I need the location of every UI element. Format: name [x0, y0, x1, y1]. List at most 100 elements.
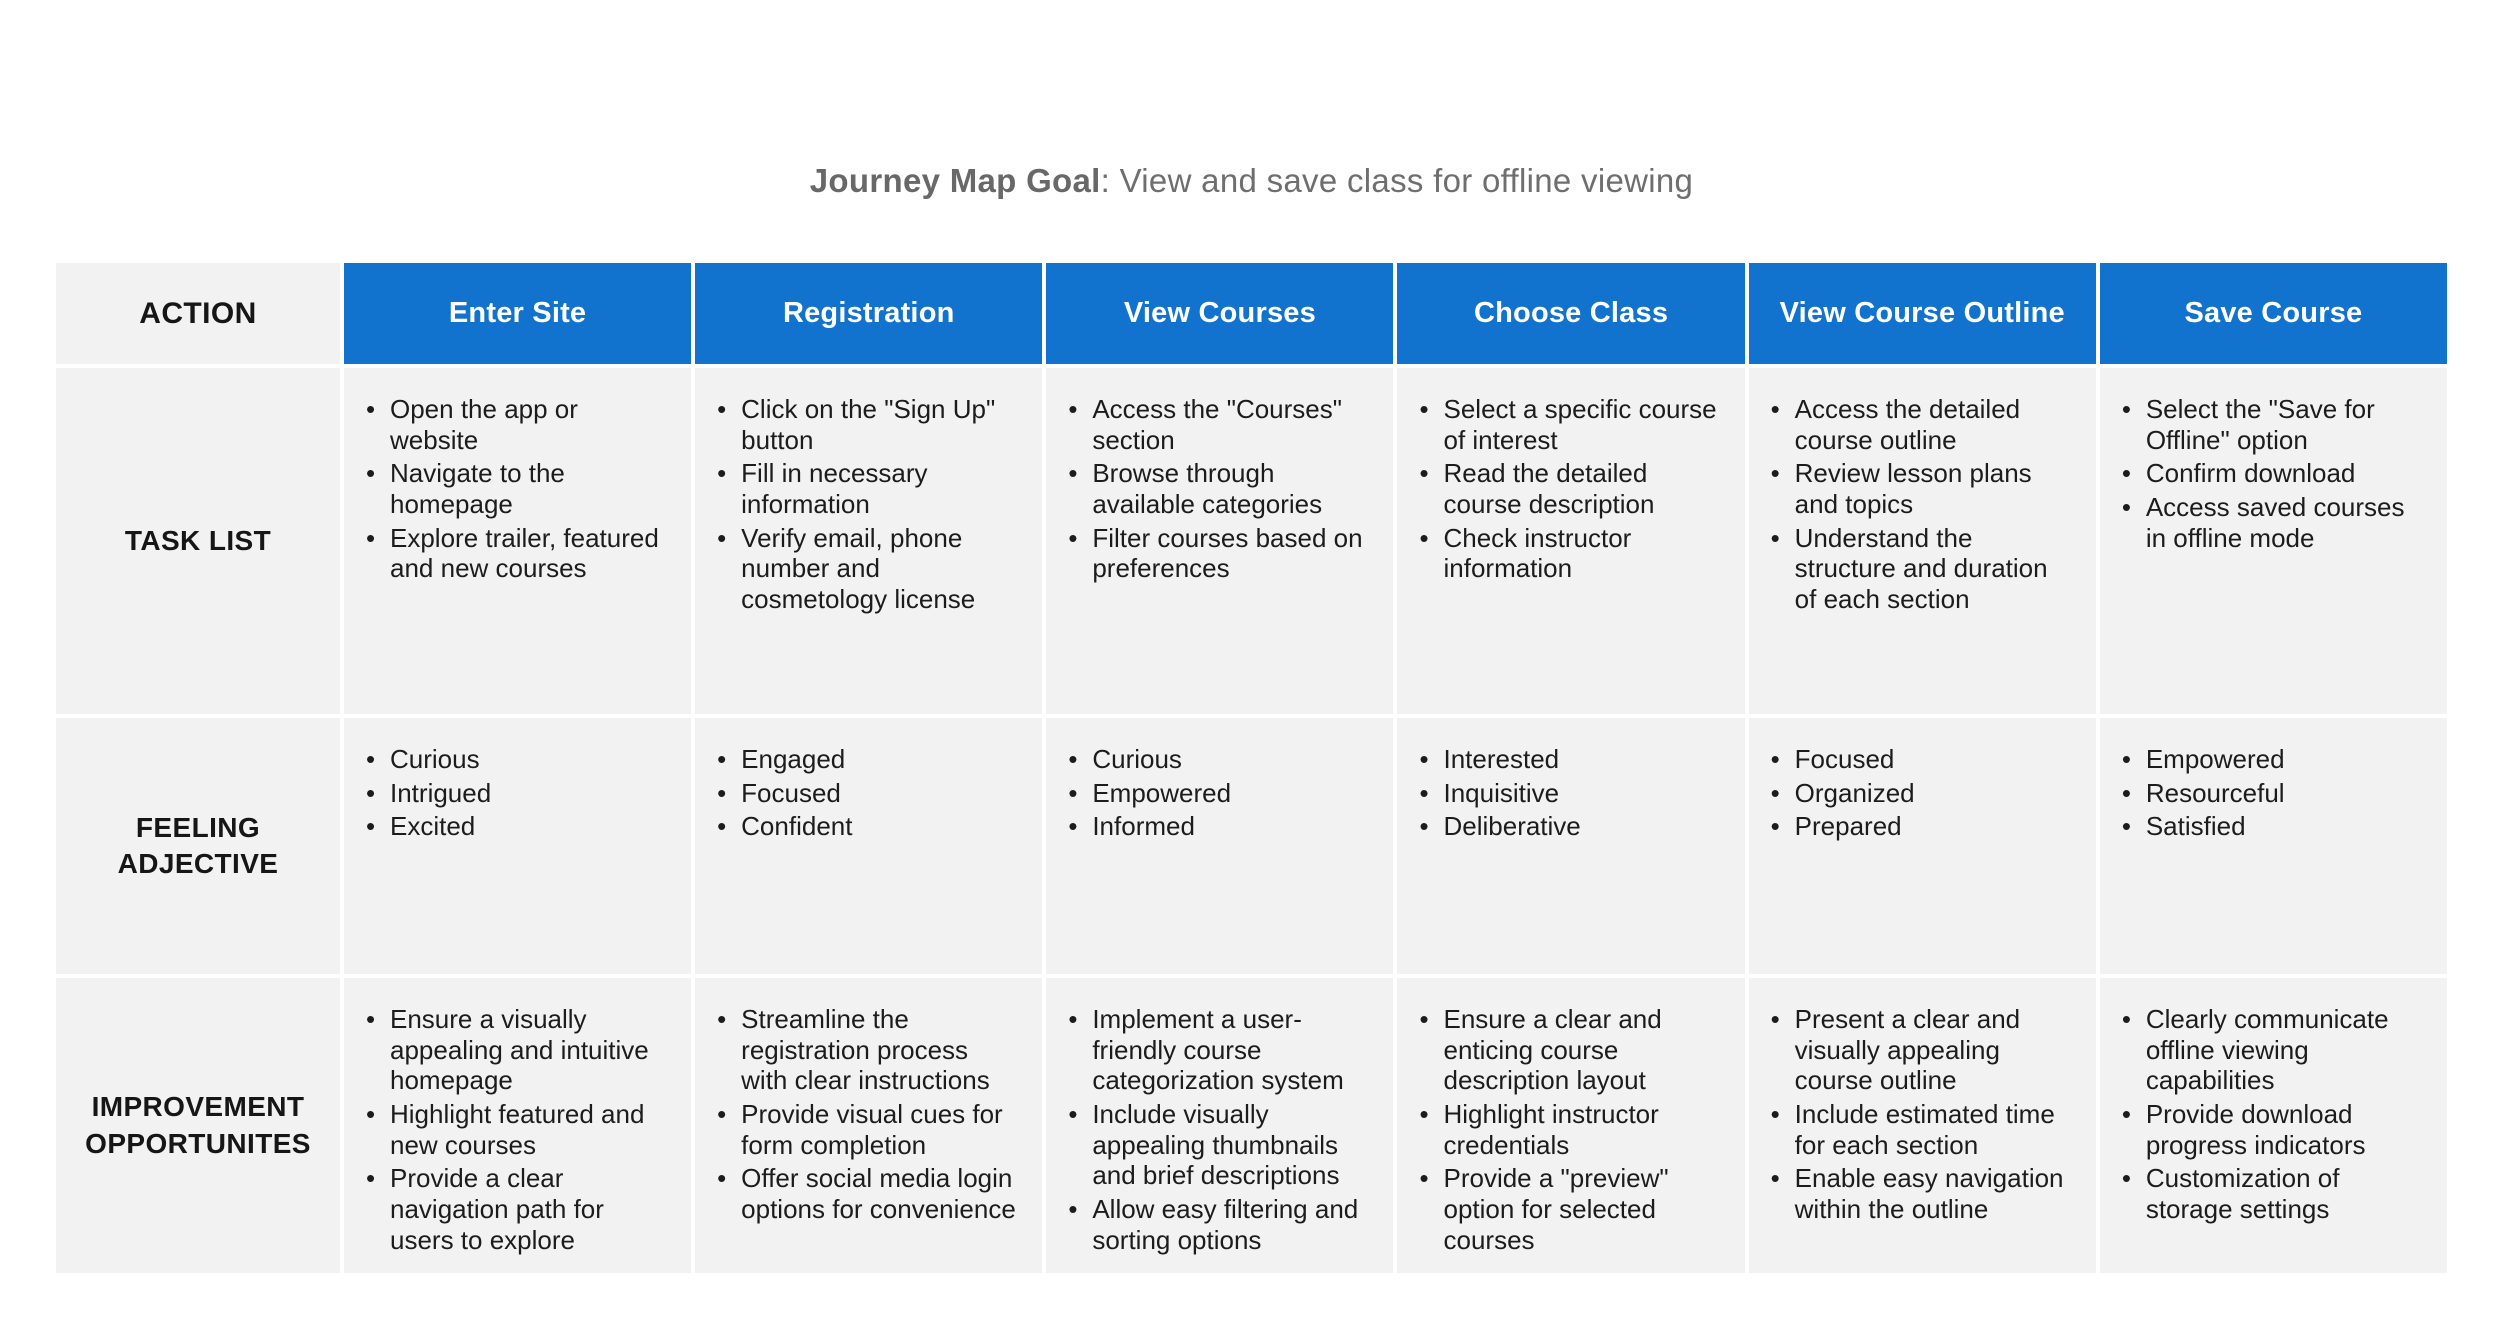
bullet-item: Filter courses based on preferences [1046, 523, 1369, 587]
task-list: Open the app or websiteNavigate to the h… [344, 394, 667, 587]
bullet-item: Highlight instructor credentials [1397, 1099, 1720, 1163]
improvement-list: Clearly communicate offline viewing capa… [2100, 1004, 2423, 1228]
improvement-cell-save-course: Clearly communicate offline viewing capa… [2099, 978, 2447, 1273]
task-list: Select a specific course of interestRead… [1397, 394, 1720, 587]
bullet-item: Access the "Courses" section [1046, 394, 1369, 458]
bullet-item: Ensure a visually appealing and intuitiv… [344, 1004, 667, 1099]
feeling-list: CuriousIntriguedExcited [344, 744, 667, 845]
improvement-cell-view-course-outline: Present a clear and visually appealing c… [1748, 978, 2096, 1273]
task-cell-view-course-outline: Access the detailed course outlineReview… [1748, 368, 2096, 714]
bullet-item: Navigate to the homepage [344, 458, 667, 522]
stage-header-view-courses: View Courses [1046, 263, 1394, 364]
journey-map-table: ACTION Enter Site Registration View Cour… [56, 263, 2447, 1273]
bullet-item: Highlight featured and new courses [344, 1099, 667, 1163]
title-bold-part: Journey Map Goal [809, 162, 1101, 199]
stage-header-registration: Registration [695, 263, 1043, 364]
bullet-item: Understand the structure and duration of… [1749, 523, 2072, 618]
improvement-list: Ensure a visually appealing and intuitiv… [344, 1004, 667, 1258]
bullet-item: Deliberative [1397, 811, 1720, 845]
corner-header-action: ACTION [56, 263, 340, 364]
improvement-list: Streamline the registration process with… [695, 1004, 1018, 1228]
bullet-item: Focused [695, 778, 1018, 812]
bullet-item: Include visually appealing thumbnails an… [1046, 1099, 1369, 1194]
bullet-item: Interested [1397, 744, 1720, 778]
bullet-item: Browse through available categories [1046, 458, 1369, 522]
improvement-list: Ensure a clear and enticing course descr… [1397, 1004, 1720, 1258]
bullet-item: Present a clear and visually appealing c… [1749, 1004, 2072, 1099]
bullet-item: Ensure a clear and enticing course descr… [1397, 1004, 1720, 1099]
bullet-item: Verify email, phone number and cosmetolo… [695, 523, 1018, 618]
bullet-item: Curious [344, 744, 667, 778]
bullet-item: Include estimated time for each section [1749, 1099, 2072, 1163]
bullet-item: Fill in necessary information [695, 458, 1018, 522]
bullet-item: Provide visual cues for form completion [695, 1099, 1018, 1163]
task-list: Access the "Courses" sectionBrowse throu… [1046, 394, 1369, 587]
task-cell-view-courses: Access the "Courses" sectionBrowse throu… [1046, 368, 1394, 714]
bullet-item: Empowered [2100, 744, 2423, 778]
row-label-feeling-adjective: FEELING ADJECTIVE [56, 718, 340, 974]
task-cell-save-course: Select the "Save for Offline" optionConf… [2099, 368, 2447, 714]
bullet-item: Access the detailed course outline [1749, 394, 2072, 458]
bullet-item: Click on the "Sign Up" button [695, 394, 1018, 458]
row-label-improvement-opportunites: IMPROVEMENT OPPORTUNITES [56, 978, 340, 1273]
bullet-item: Provide a clear navigation path for user… [344, 1163, 667, 1258]
bullet-item: Explore trailer, featured and new course… [344, 523, 667, 587]
feeling-cell-save-course: EmpoweredResourcefulSatisfied [2099, 718, 2447, 974]
bullet-item: Streamline the registration process with… [695, 1004, 1018, 1099]
improvement-cell-view-courses: Implement a user-friendly course categor… [1046, 978, 1394, 1273]
bullet-item: Select the "Save for Offline" option [2100, 394, 2423, 458]
bullet-item: Curious [1046, 744, 1369, 778]
bullet-item: Excited [344, 811, 667, 845]
feeling-cell-enter-site: CuriousIntriguedExcited [344, 718, 692, 974]
bullet-item: Satisfied [2100, 811, 2423, 845]
bullet-item: Clearly communicate offline viewing capa… [2100, 1004, 2423, 1099]
feeling-cell-view-course-outline: FocusedOrganizedPrepared [1748, 718, 2096, 974]
bullet-item: Confirm download [2100, 458, 2423, 492]
improvement-list: Implement a user-friendly course categor… [1046, 1004, 1369, 1258]
bullet-item: Prepared [1749, 811, 2072, 845]
bullet-item: Check instructor information [1397, 523, 1720, 587]
bullet-item: Inquisitive [1397, 778, 1720, 812]
bullet-item: Review lesson plans and topics [1749, 458, 2072, 522]
bullet-item: Resourceful [2100, 778, 2423, 812]
feeling-cell-choose-class: InterestedInquisitiveDeliberative [1397, 718, 1745, 974]
bullet-item: Confident [695, 811, 1018, 845]
bullet-item: Provide download progress indicators [2100, 1099, 2423, 1163]
task-cell-enter-site: Open the app or websiteNavigate to the h… [344, 368, 692, 714]
bullet-item: Intrigued [344, 778, 667, 812]
bullet-item: Informed [1046, 811, 1369, 845]
bullet-item: Engaged [695, 744, 1018, 778]
row-label-task-list: TASK LIST [56, 368, 340, 714]
task-list: Select the "Save for Offline" optionConf… [2100, 394, 2423, 556]
improvement-cell-enter-site: Ensure a visually appealing and intuitiv… [344, 978, 692, 1273]
stage-header-choose-class: Choose Class [1397, 263, 1745, 364]
bullet-item: Access saved courses in offline mode [2100, 492, 2423, 556]
task-list: Click on the "Sign Up" buttonFill in nec… [695, 394, 1018, 618]
feeling-list: CuriousEmpoweredInformed [1046, 744, 1369, 845]
task-list: Access the detailed course outlineReview… [1749, 394, 2072, 618]
feeling-list: EngagedFocusedConfident [695, 744, 1018, 845]
task-cell-choose-class: Select a specific course of interestRead… [1397, 368, 1745, 714]
feeling-list: FocusedOrganizedPrepared [1749, 744, 2072, 845]
bullet-item: Implement a user-friendly course categor… [1046, 1004, 1369, 1099]
title-rest-part: : View and save class for offline viewin… [1100, 162, 1694, 199]
bullet-item: Select a specific course of interest [1397, 394, 1720, 458]
stage-header-view-course-outline: View Course Outline [1748, 263, 2096, 364]
stage-header-save-course: Save Course [2099, 263, 2447, 364]
bullet-item: Provide a "preview" option for selected … [1397, 1163, 1720, 1258]
bullet-item: Focused [1749, 744, 2072, 778]
bullet-item: Enable easy navigation within the outlin… [1749, 1163, 2072, 1227]
stage-header-enter-site: Enter Site [344, 263, 692, 364]
feeling-list: InterestedInquisitiveDeliberative [1397, 744, 1720, 845]
feeling-cell-view-courses: CuriousEmpoweredInformed [1046, 718, 1394, 974]
bullet-item: Allow easy filtering and sorting options [1046, 1194, 1369, 1258]
improvement-cell-choose-class: Ensure a clear and enticing course descr… [1397, 978, 1745, 1273]
bullet-item: Read the detailed course description [1397, 458, 1720, 522]
bullet-item: Open the app or website [344, 394, 667, 458]
improvement-list: Present a clear and visually appealing c… [1749, 1004, 2072, 1228]
feeling-list: EmpoweredResourcefulSatisfied [2100, 744, 2423, 845]
feeling-cell-registration: EngagedFocusedConfident [695, 718, 1043, 974]
bullet-item: Customization of storage settings [2100, 1163, 2423, 1227]
bullet-item: Organized [1749, 778, 2072, 812]
